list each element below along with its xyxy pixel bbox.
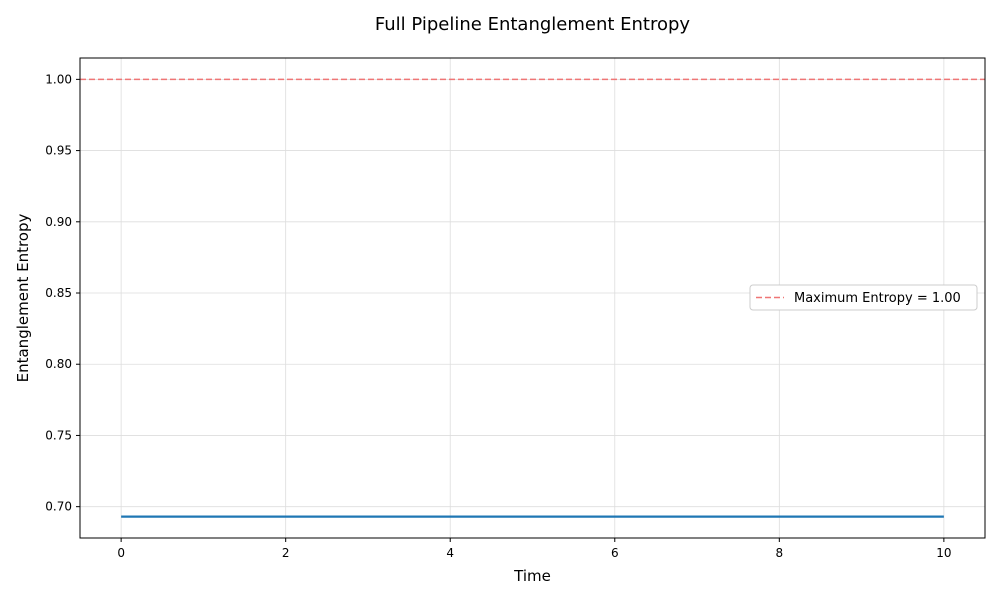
- x-tick-label: 10: [936, 546, 951, 560]
- x-tick-label: 8: [775, 546, 783, 560]
- y-axis-ticks: 0.70 0.75 0.80 0.85 0.90 0.95 1.00: [45, 72, 80, 514]
- y-tick-label: 0.80: [45, 357, 72, 371]
- x-axis-ticks: 0 2 4 6 8 10: [117, 538, 952, 560]
- x-axis-label: Time: [513, 567, 551, 585]
- chart-title: Full Pipeline Entanglement Entropy: [375, 14, 691, 35]
- legend-entry-label: Maximum Entropy = 1.00: [794, 291, 961, 306]
- y-tick-label: 0.85: [45, 286, 72, 300]
- legend-box: [749, 284, 978, 311]
- y-tick-label: 0.95: [45, 144, 72, 158]
- y-tick-label: 0.75: [45, 428, 72, 442]
- x-tick-label: 0: [117, 546, 125, 560]
- x-tick-label: 4: [446, 546, 454, 560]
- y-tick-label: 0.90: [45, 215, 72, 229]
- y-tick-label: 0.70: [45, 500, 72, 514]
- x-tick-label: 6: [611, 546, 619, 560]
- legend: Maximum Entropy = 1.00: [749, 284, 978, 311]
- y-axis-label: Entanglement Entropy: [14, 214, 32, 383]
- plot-frame: [79, 57, 986, 539]
- y-tick-label: 1.00: [45, 72, 72, 86]
- x-tick-label: 2: [282, 546, 290, 560]
